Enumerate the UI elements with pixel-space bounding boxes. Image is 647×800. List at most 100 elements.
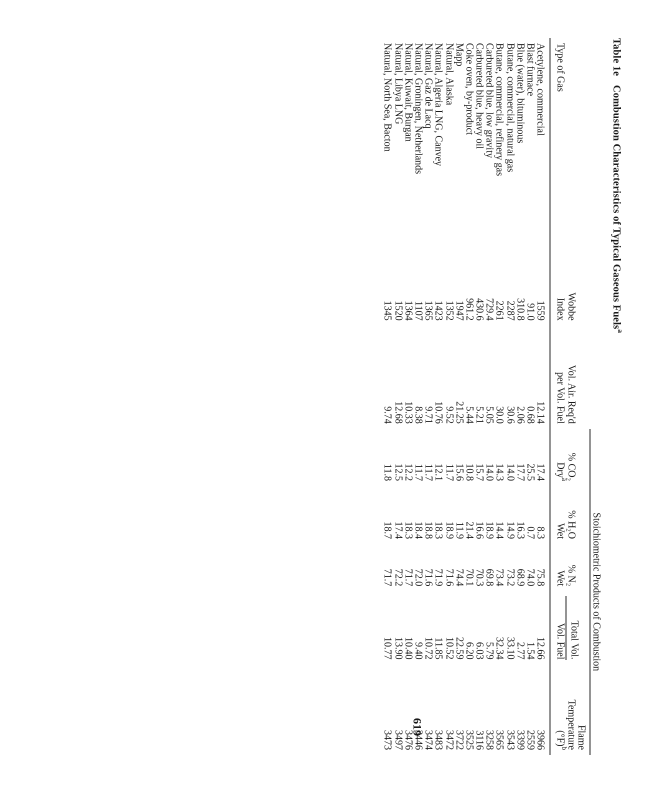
cell-percent-h2o-wet: 16.3 [513,521,525,540]
column-header-co2-line2-text: Dry [554,462,566,478]
column-header-vol-air-required: Vol. Air. Req'd per Vol. Fuel [552,326,589,429]
cell-percent-h2o-wet: 17.4 [391,521,403,540]
cell-wobbe-index: 1365 [422,300,434,321]
column-header-flame-line3: (°F)b [554,670,567,750]
cell-vol-air-required: 0.68 [524,406,536,424]
cell-wobbe-index: 729.4 [483,298,495,321]
cell-percent-h2o-wet: 18.9 [483,521,495,540]
column-header-flame-footnote-marker: b [559,746,568,750]
cell-percent-n2-wet: 70.1 [462,568,474,587]
column-header-row: Type of Gas Wobbe Index Vol. Air. Req'd … [552,38,589,770]
table-row: Mapp 1947 21.25 15.6 11.9 74.4 22.59 3722 [452,38,464,770]
table-row: Carbureted blue, heavy oil 430.6 5.21 15.7 1… [473,38,485,770]
cell-wobbe-index: 1947 [452,300,464,321]
cell-flame-temperature: 3258 [483,729,495,750]
cell-percent-h2o-wet: 18.9 [442,521,454,540]
table-row: Blue (water), bituminous 310.8 2.06 17.7 16.… [513,38,525,770]
page-number: 619 [410,718,425,736]
combustion-characteristics-table: Stoichiometric Products of Combustion Ty… [381,38,601,770]
cell-total-vol-per-vol-fuel: 5.79 [483,642,495,660]
column-header-wobbe-index: Wobbe Index [552,269,589,326]
cell-vol-air-required: 9.52 [442,406,454,424]
cell-wobbe-index: 1107 [412,300,423,321]
cell-flame-temperature: 3474 [422,729,434,750]
column-header-totalvol-line1: Total Vol. [567,620,579,660]
cell-total-vol-per-vol-fuel: 22.59 [452,637,464,660]
column-header-type-of-gas-label: Type of Gas [554,43,566,92]
table-caption: Table 1e Combustion Characteristics of Ty… [610,38,625,770]
group-header-spacer-air [589,326,600,429]
column-header-totalvol-line2: Vol. Fuel [554,596,567,660]
cell-gas-type: Natural, Algeria LNG, Canvey [432,43,444,167]
cell-total-vol-per-vol-fuel: 2.77 [513,642,525,660]
cell-flame-temperature: 3525 [462,729,474,750]
cell-percent-co2-dry: 14.0 [503,463,515,481]
cell-percent-co2-dry: 14.3 [493,463,505,481]
cell-percent-co2-dry: 15.7 [473,463,485,481]
cell-wobbe-index: 1520 [391,300,403,321]
column-header-percent-n2-wet: % N₂ Wet [552,544,589,591]
cell-total-vol-per-vol-fuel: 13.90 [391,637,403,660]
table-row: Natural, Groningen, Netherlands 1107 8.38 1… [412,38,423,770]
cell-gas-type: Butane, commercial, refinery gas [493,43,505,176]
cell-vol-air-required: 5.05 [483,406,495,424]
table-row: Natural, North Sea, Bacton 1345 9.74 11.8 18… [381,38,393,770]
cell-percent-co2-dry: 17.7 [513,463,525,481]
cell-flame-temperature: 2559 [524,729,536,750]
cell-percent-co2-dry: 14.0 [483,463,495,481]
cell-vol-air-required: 21.25 [452,401,464,424]
cell-vol-air-required: 8.38 [412,406,423,424]
group-header-spacer-gas [589,38,600,269]
cell-percent-co2-dry: 11.7 [442,463,454,481]
cell-gas-type: Blue (water), bituminous [513,43,525,144]
cell-vol-air-required: 30.0 [493,406,505,424]
cell-percent-co2-dry: 10.8 [462,463,474,481]
cell-gas-type: Natural, Alaska [442,43,454,106]
cell-percent-h2o-wet: 14.4 [493,521,505,540]
cell-total-vol-per-vol-fuel: 6.03 [473,642,485,660]
cell-percent-n2-wet: 69.8 [483,568,495,587]
cell-percent-n2-wet: 73.4 [493,568,505,587]
cell-wobbe-index: 961.2 [462,298,474,321]
cell-gas-type: Carbureted blue, low gravity [483,43,495,158]
cell-percent-co2-dry: 11.8 [381,463,393,481]
table-row: Carbureted blue, low gravity 729.4 5.05 14.… [483,38,495,770]
cell-percent-n2-wet: 73.2 [503,568,515,587]
cell-flame-temperature: 3116 [473,730,485,750]
group-header-spacer-wobbe [589,269,600,326]
cell-percent-h2o-wet: 18.4 [412,521,423,540]
cell-gas-type: Mapp [452,43,464,67]
cell-gas-type: Natural, Libya LNG [391,43,403,125]
cell-percent-n2-wet: 71.6 [422,568,434,587]
cell-wobbe-index: 91.0 [524,303,536,321]
cell-percent-n2-wet: 68.9 [513,568,525,587]
cell-total-vol-per-vol-fuel: 10.52 [442,637,454,660]
cell-percent-co2-dry: 17.4 [534,463,546,481]
cell-flame-temperature: 3472 [442,729,454,750]
column-header-air-line1: Vol. Air. Req'd [564,364,576,424]
column-header-type-of-gas: Type of Gas [552,38,589,269]
cell-gas-type: Natural, Gaz de Lacq [422,43,434,129]
cell-flame-temperature: 3565 [493,729,505,750]
cell-total-vol-per-vol-fuel: 11.85 [432,637,444,660]
table-row: Natural, Libya LNG 1520 12.68 12.5 17.4 72.2 1… [391,38,403,770]
cell-percent-h2o-wet: 18.3 [432,521,444,540]
cell-wobbe-index: 1352 [442,300,454,321]
cell-vol-air-required: 12.68 [391,401,403,424]
table-row: Natural, Alaska 1352 9.52 11.7 18.9 71.6 10.52… [442,38,454,770]
column-header-air-line2: per Vol. Fuel [554,372,566,424]
column-header-flame-line2: Temperature [564,699,576,750]
column-header-flame-temperature: Flame Temperature (°F)b [552,665,589,755]
cell-vol-air-required: 12.14 [534,401,546,424]
table-row: Natural, Kuwait, Burgan 1364 10.33 12.2 18.3… [401,38,413,770]
table-body: Acetylene, commercial 1559 12.14 17.4 8.3 75.… [381,38,550,770]
cell-vol-air-required: 10.33 [401,401,413,424]
cell-wobbe-index: 2261 [493,300,505,321]
column-header-wobbe-line1: Wobbe [564,292,576,321]
cell-flame-temperature: 3966 [534,729,546,750]
cell-percent-n2-wet: 74.4 [452,568,464,587]
cell-vol-air-required: 5.44 [462,406,474,424]
cell-vol-air-required: 9.71 [422,406,434,424]
column-header-n2-line2: Wet [554,570,566,587]
cell-vol-air-required: 10.76 [432,401,444,424]
